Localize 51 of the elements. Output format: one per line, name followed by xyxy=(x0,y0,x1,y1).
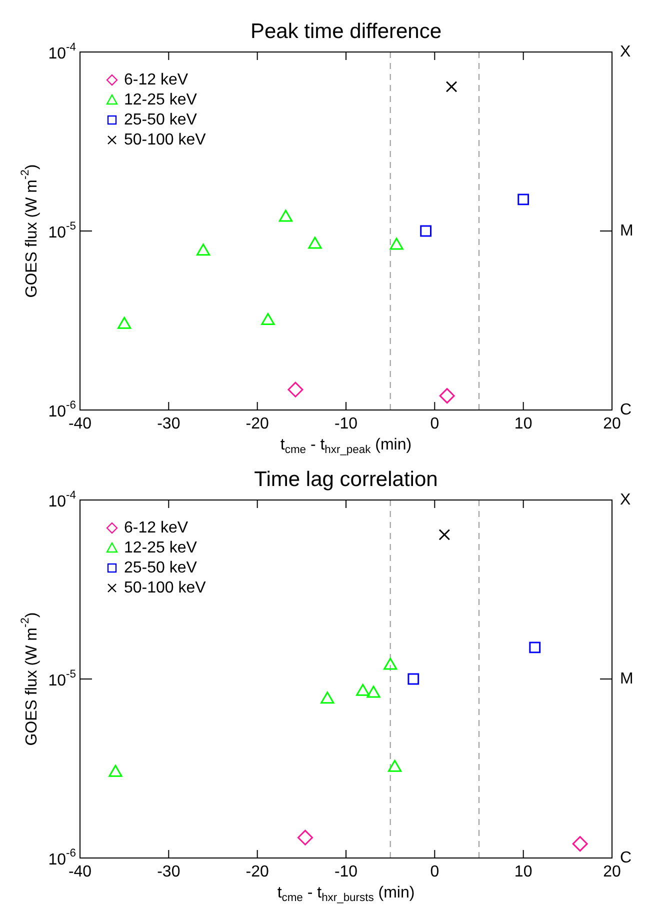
point xyxy=(108,764,122,777)
x-tick-label: -40 xyxy=(68,415,92,432)
point xyxy=(196,244,210,256)
x-tick-label: -40 xyxy=(68,863,92,880)
point xyxy=(118,316,132,329)
legend-label: 25-50 keV xyxy=(124,111,198,128)
chart-title: Time lag correlation xyxy=(254,468,438,491)
legend-label: 6-12 keV xyxy=(124,71,188,88)
x-tick-label: -10 xyxy=(334,863,358,880)
text: C xyxy=(620,401,632,418)
text: C xyxy=(620,849,632,866)
legend-label: 12-25 keV xyxy=(124,91,198,108)
legend-label: 50-100 keV xyxy=(124,131,206,148)
x-tick-label: 10 xyxy=(514,863,532,880)
point xyxy=(384,658,398,670)
x-tick-label: 0 xyxy=(430,863,440,880)
x-tick-label: -30 xyxy=(157,415,180,432)
x-tick-label: 20 xyxy=(603,863,621,880)
point xyxy=(390,238,404,250)
point xyxy=(518,194,530,206)
point xyxy=(408,673,420,685)
text: X xyxy=(620,491,631,508)
x-tick-label: 10 xyxy=(514,415,532,432)
x-tick-label: -20 xyxy=(246,863,269,880)
y-axis-title: GOES flux (W m-2) xyxy=(20,164,40,298)
legend-label: 25-50 keV xyxy=(124,559,198,576)
legend-label: 12-25 keV xyxy=(124,539,198,556)
point xyxy=(366,686,380,698)
point xyxy=(278,210,293,222)
text: X xyxy=(620,43,631,60)
point xyxy=(320,692,334,704)
text: M xyxy=(620,670,634,688)
point xyxy=(288,382,304,398)
x-tick-label: 20 xyxy=(603,415,621,432)
x-tick-label: -30 xyxy=(157,863,180,880)
point xyxy=(438,528,450,540)
x-tick-label: -10 xyxy=(334,415,358,432)
legend-label: 50-100 keV xyxy=(124,579,206,596)
point xyxy=(308,236,322,249)
chart-title: Peak time difference xyxy=(250,20,442,43)
point xyxy=(261,313,275,326)
text: M xyxy=(620,222,634,240)
y-axis-title: GOES flux (W m-2) xyxy=(20,612,40,746)
x-tick-label: -20 xyxy=(246,415,269,432)
point xyxy=(420,225,432,237)
legend-label: 6-12 keV xyxy=(124,519,188,536)
point xyxy=(446,80,458,92)
point xyxy=(388,760,402,772)
x-tick-label: 0 xyxy=(430,415,440,432)
point xyxy=(356,684,370,696)
point xyxy=(529,642,541,654)
